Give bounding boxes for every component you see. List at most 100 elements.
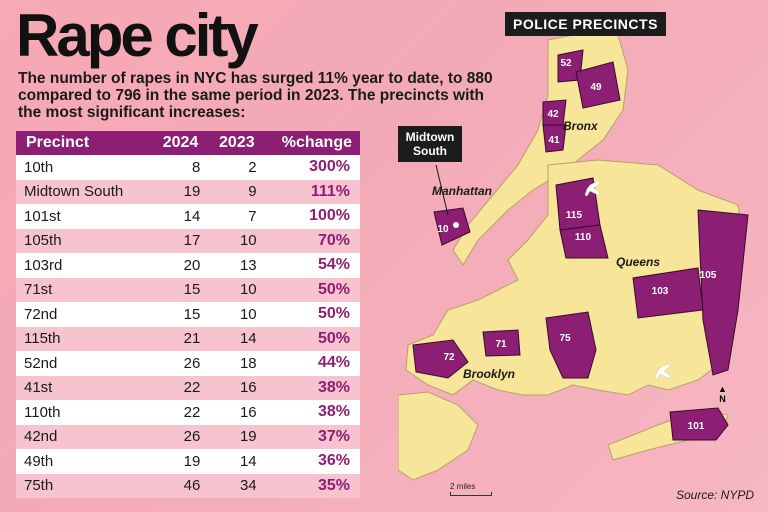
table-row: 101st 14 7 100% [16, 204, 360, 229]
cell-change: 38% [262, 400, 360, 425]
precinct-110-shape [559, 224, 609, 259]
table-row: Midtown South 19 9 111% [16, 179, 360, 204]
cell-2023: 2 [206, 155, 263, 180]
cell-change: 50% [262, 302, 360, 327]
cell-precinct: 71st [16, 277, 150, 302]
precinct-label: 72 [443, 352, 455, 363]
cell-2024: 15 [150, 277, 207, 302]
cell-precinct: 103rd [16, 253, 150, 278]
precinct-label: 115 [566, 210, 583, 221]
cell-change: 35% [262, 473, 360, 498]
midtown-marker [453, 222, 459, 228]
cell-change: 50% [262, 277, 360, 302]
cell-precinct: Midtown South [16, 179, 150, 204]
north-arrow-icon: ▲ [718, 384, 727, 394]
table-row: 41st 22 16 38% [16, 375, 360, 400]
cell-2024: 14 [150, 204, 207, 229]
precinct-label: 10 [437, 224, 449, 235]
cell-2023: 7 [206, 204, 263, 229]
table-row: 52nd 26 18 44% [16, 351, 360, 376]
midtown-callout-line [435, 164, 449, 216]
cell-2023: 14 [206, 449, 263, 474]
precinct-map: 52 49 42 41 115 110 10 105 103 75 71 72 … [398, 29, 749, 481]
table-row: 110th 22 16 38% [16, 400, 360, 425]
precinct-label: 101 [688, 421, 705, 432]
cell-2023: 19 [206, 424, 263, 449]
borough-label-bronx: Bronx [563, 119, 599, 133]
header-2024: 2024 [150, 131, 207, 155]
precinct-10-shape [433, 207, 471, 246]
cell-change: 54% [262, 253, 360, 278]
cell-2024: 8 [150, 155, 207, 180]
land-staten-island [398, 391, 479, 481]
precinct-label: 103 [652, 286, 669, 297]
header-2023: 2023 [206, 131, 263, 155]
cell-2024: 19 [150, 179, 207, 204]
table-row: 49th 19 14 36% [16, 449, 360, 474]
airplane-icon [654, 363, 671, 380]
precinct-label: 105 [700, 270, 717, 281]
precinct-label: 52 [560, 58, 572, 69]
scale-line [450, 492, 492, 496]
airplane-icon [584, 180, 601, 197]
cell-2023: 16 [206, 400, 263, 425]
borough-label-manhattan: Manhattan [432, 184, 492, 198]
cell-2024: 15 [150, 302, 207, 327]
precinct-72-shape [412, 339, 469, 379]
precinct-label: 49 [590, 82, 602, 93]
cell-2024: 22 [150, 400, 207, 425]
precinct-label: 110 [575, 232, 592, 243]
table-row: 72nd 15 10 50% [16, 302, 360, 327]
cell-2023: 10 [206, 277, 263, 302]
north-label: N [719, 394, 726, 404]
header-change: %change [262, 131, 360, 155]
cell-change: 300% [262, 155, 360, 180]
cell-2024: 21 [150, 326, 207, 351]
precinct-71-shape [482, 329, 521, 357]
cell-2024: 46 [150, 473, 207, 498]
scale-label: 2 miles [450, 482, 476, 491]
precinct-105-shape [697, 209, 749, 376]
cell-2023: 14 [206, 326, 263, 351]
cell-change: 100% [262, 204, 360, 229]
cell-2023: 16 [206, 375, 263, 400]
precinct-103-shape [632, 267, 704, 319]
precinct-table: Precinct 2024 2023 %change 10th 8 2 300% Mid… [16, 131, 360, 498]
precinct-49-shape [575, 61, 621, 109]
cell-2024: 17 [150, 228, 207, 253]
scale-bar: 2 miles [450, 482, 492, 496]
cell-2023: 9 [206, 179, 263, 204]
subtitle: The number of rapes in NYC has surged 11… [18, 70, 493, 121]
table-row: 71st 15 10 50% [16, 277, 360, 302]
cell-precinct: 101st [16, 204, 150, 229]
borough-label-queens: Queens [616, 255, 660, 269]
cell-2024: 22 [150, 375, 207, 400]
north-arrow: ▲ N [718, 384, 727, 404]
header-precinct: Precinct [16, 131, 150, 155]
precinct-label: 71 [495, 339, 507, 350]
table-row: 105th 17 10 70% [16, 228, 360, 253]
cell-change: 70% [262, 228, 360, 253]
cell-change: 38% [262, 375, 360, 400]
precinct-label: 75 [559, 333, 571, 344]
cell-2023: 13 [206, 253, 263, 278]
precinct-41-shape [542, 124, 567, 153]
cell-precinct: 72nd [16, 302, 150, 327]
table-row: 10th 8 2 300% [16, 155, 360, 180]
cell-precinct: 42nd [16, 424, 150, 449]
cell-2023: 34 [206, 473, 263, 498]
cell-precinct: 115th [16, 326, 150, 351]
cell-precinct: 105th [16, 228, 150, 253]
cell-change: 37% [262, 424, 360, 449]
midtown-callout: Midtown South [398, 126, 462, 162]
cell-change: 44% [262, 351, 360, 376]
cell-2023: 10 [206, 302, 263, 327]
cell-2024: 26 [150, 424, 207, 449]
cell-2024: 26 [150, 351, 207, 376]
cell-2023: 10 [206, 228, 263, 253]
cell-precinct: 41st [16, 375, 150, 400]
table-header-row: Precinct 2024 2023 %change [16, 131, 360, 155]
table-row: 42nd 26 19 37% [16, 424, 360, 449]
table-row: 103rd 20 13 54% [16, 253, 360, 278]
precinct-label: 41 [548, 135, 560, 146]
